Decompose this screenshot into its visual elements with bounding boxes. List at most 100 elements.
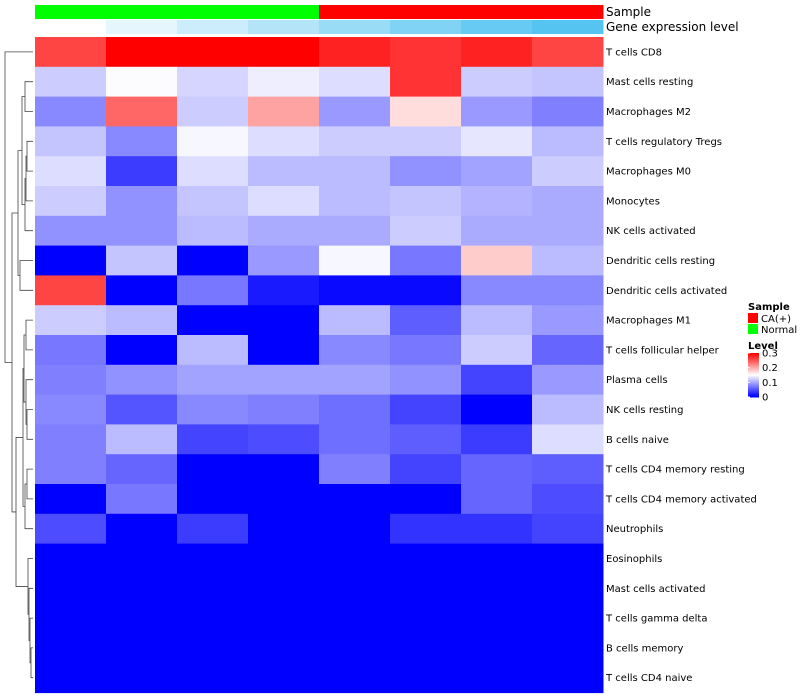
value-legend-gradient-step (748, 393, 759, 395)
value-legend-gradient-step (748, 356, 759, 358)
heatmap-cell (35, 96, 107, 127)
heatmap-cell (177, 543, 249, 574)
value-legend-gradient-step (748, 389, 759, 391)
heatmap-cell (248, 543, 320, 574)
heatmap-cell (532, 424, 604, 455)
heatmap-cell (390, 573, 462, 604)
heatmap-cell (532, 603, 604, 634)
heatmap-cell (106, 513, 178, 545)
heatmap-cell (319, 305, 391, 336)
heatmap-cell (35, 364, 107, 396)
row-label: T cells CD4 naive (605, 673, 692, 684)
heatmap-cell (461, 96, 533, 127)
heatmap-cell (177, 186, 249, 217)
value-legend-gradient-step (748, 394, 759, 396)
heatmap-cell (319, 37, 391, 68)
heatmap-cell (248, 484, 320, 515)
heatmap-cell (35, 454, 107, 485)
sample-legend-swatch (748, 324, 758, 334)
heatmap-cell (532, 543, 604, 574)
dendrogram-branch (26, 468, 33, 500)
heatmap-cell (248, 37, 320, 68)
sample-annotation-cell (532, 5, 604, 19)
sample-legend-title: Sample (748, 302, 790, 313)
heatmap-cell (319, 156, 391, 187)
heatmap-cell (177, 662, 249, 694)
heatmap-cell (248, 603, 320, 634)
heatmap-cell (35, 633, 107, 664)
row-label: Dendritic cells activated (606, 286, 727, 297)
heatmap-cell (177, 66, 249, 98)
heatmap-cell (248, 573, 320, 604)
value-legend-tick-label: 0.2 (762, 363, 778, 374)
heatmap-cell (106, 633, 178, 664)
row-label: T cells CD4 memory resting (605, 465, 745, 476)
value-legend-gradient-step (748, 361, 759, 363)
heatmap-cell (319, 245, 391, 276)
heatmap-cell (106, 37, 178, 68)
heatmap-cell (177, 454, 249, 485)
row-label: Macrophages M2 (606, 107, 691, 118)
row-label: NK cells activated (606, 226, 696, 237)
heatmap-cell (106, 96, 178, 127)
heatmap-cell (106, 186, 178, 217)
heatmap-cell (177, 394, 249, 425)
heatmap-cell (35, 543, 107, 574)
heatmap-cell (248, 186, 320, 217)
value-legend-gradient-step (748, 387, 759, 389)
heatmap-cell (319, 424, 391, 455)
sample-annotation-cell (106, 5, 178, 19)
gene-expression-annotation-label: Gene expression level (606, 20, 739, 34)
heatmap-cell (390, 305, 462, 336)
value-legend-gradient-step (748, 353, 759, 355)
heatmap-cell (35, 215, 107, 247)
heatmap-cell (106, 454, 178, 485)
row-label: Monocytes (606, 196, 660, 207)
heatmap-cell (106, 603, 178, 634)
heatmap-cell (106, 662, 178, 694)
value-legend-gradient-step (748, 355, 759, 357)
heatmap-cell (35, 573, 107, 604)
heatmap-cell (390, 364, 462, 396)
heatmap-cell (532, 484, 604, 515)
value-legend-gradient-step (748, 377, 759, 379)
dendrogram-branch (24, 483, 33, 530)
heatmap-cell (461, 126, 533, 157)
heatmap-cell (319, 96, 391, 127)
heatmap-cell (461, 543, 533, 574)
value-legend-gradient-step (748, 380, 759, 382)
heatmap-cell (390, 37, 462, 68)
value-legend-gradient-step (748, 364, 759, 366)
heatmap-cell (35, 245, 107, 276)
heatmap-cell (319, 335, 391, 366)
heatmap-cell (106, 364, 178, 396)
heatmap-cell (35, 662, 107, 694)
heatmap-cell (532, 156, 604, 187)
heatmap-cell (319, 662, 391, 694)
row-label: Neutrophils (606, 524, 663, 535)
value-legend-gradient-step (748, 376, 759, 378)
heatmap-cell (319, 364, 391, 396)
heatmap-cell (35, 186, 107, 217)
heatmap-cell (106, 126, 178, 157)
value-legend-gradient-step (748, 370, 759, 372)
heatmap-cell (248, 126, 320, 157)
heatmap-cell (35, 335, 107, 366)
heatmap-cell (177, 96, 249, 127)
heatmap-cell (390, 454, 462, 485)
heatmap-cell (177, 245, 249, 276)
row-label: T cells follicular helper (605, 345, 720, 356)
value-legend-gradient-step (748, 395, 759, 397)
heatmap-cell (106, 66, 178, 98)
gene-expression-annotation-cell (177, 20, 249, 34)
heatmap-cell (390, 156, 462, 187)
heatmap-cell (461, 275, 533, 306)
heatmap-cell (177, 37, 249, 68)
gene-expression-annotation-cell (35, 20, 107, 34)
heatmap-cell (177, 424, 249, 455)
value-legend-gradient-step (748, 357, 759, 359)
dendrogram-branch (25, 319, 33, 351)
row-label: B cells memory (606, 643, 683, 654)
